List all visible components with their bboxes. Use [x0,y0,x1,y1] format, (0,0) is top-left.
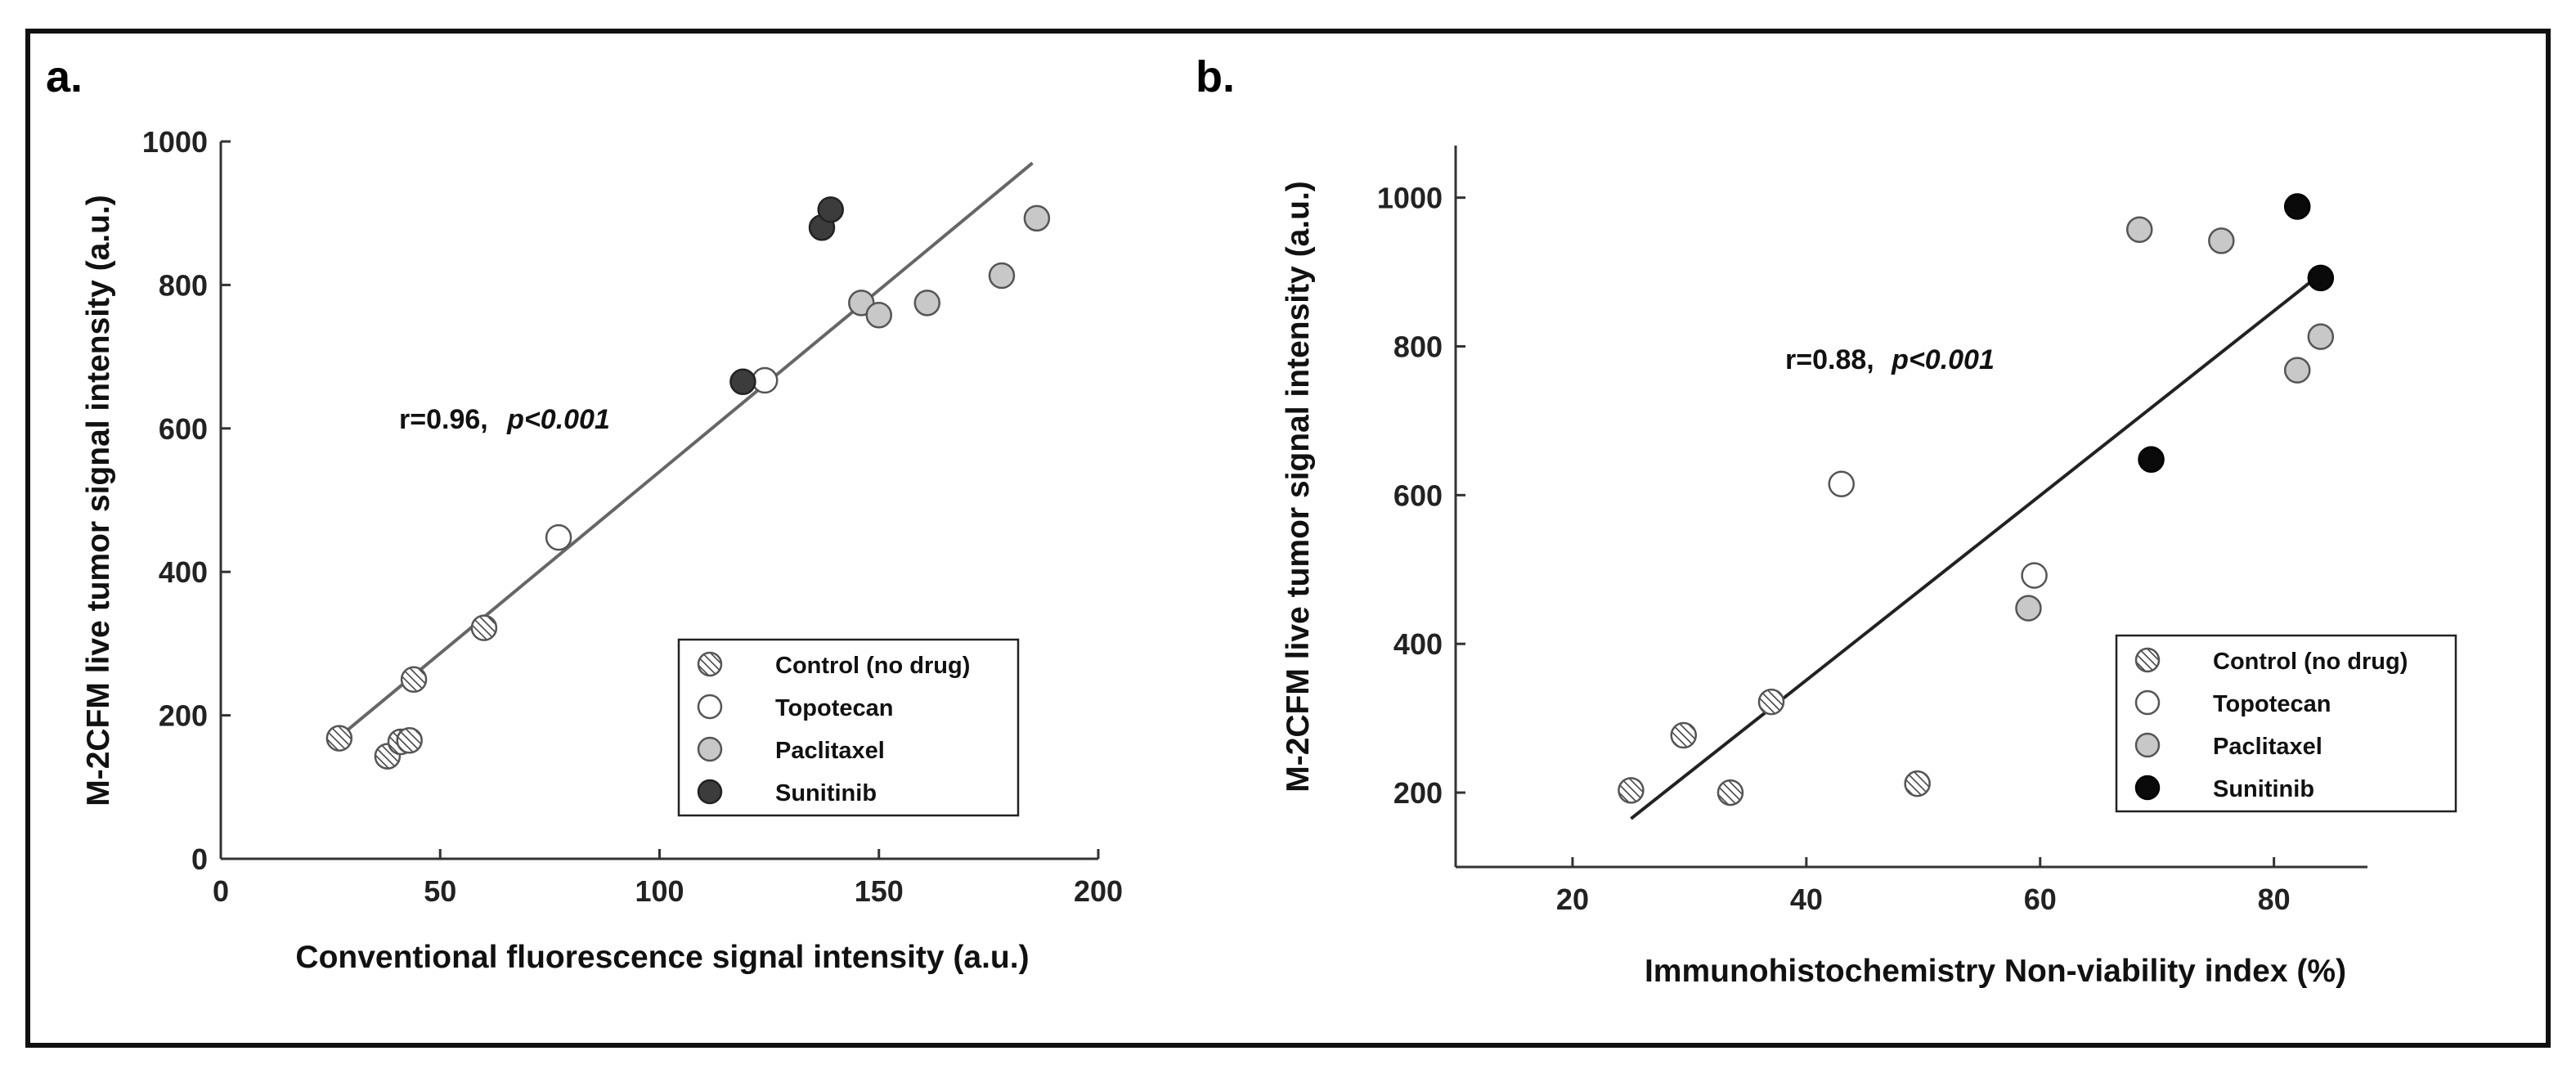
panel-b-point-topotecan [2021,562,2048,589]
panel-a-x-tick-label: 100 [635,874,684,908]
panel-b-y-tick-label: 1000 [1377,182,1443,215]
panel-a-point-topotecan [752,366,779,394]
panel-a-annotation: r=0.96, p<0.001 [399,404,610,435]
panel-b-legend-label-topotecan: Topotecan [2213,691,2331,717]
panel-a-y-tick-label: 1000 [142,125,208,159]
panel-b-r-value: r=0.88, [1785,344,1874,375]
panel-b-legend-marker-paclitaxel [2134,732,2161,758]
panel-a-y-tick-label: 200 [159,699,208,733]
panel-b-legend-marker-control-no-drug [2134,647,2161,673]
panel-b-legend-marker-sunitinib [2134,775,2161,801]
panel-b-point-paclitaxel [2208,227,2235,254]
panel-b-point-paclitaxel [2283,357,2311,384]
panel-b-legend-label-sunitinib: Sunitinib [2213,776,2314,802]
panel-a-point-paclitaxel [1023,204,1051,232]
panel-b-legend-label-control-no-drug: Control (no drug) [2213,649,2408,675]
panel-b-x-tick-label: 60 [2024,883,2057,916]
panel-b-y-tick-label: 400 [1393,627,1443,661]
panel-b-fit-line [1630,281,2310,820]
panel-a-point-control-no-drug [400,666,428,693]
panel-a-point-control-no-drug [470,614,498,641]
panel-a-legend-marker-control-no-drug [697,651,723,677]
panel-b-legend: Control (no drug) Topotecan Paclitaxel Suni… [2115,634,2457,813]
panel-b-y-tick-label: 600 [1393,478,1443,512]
panel-a-legend-marker-paclitaxel [697,736,723,762]
panel-b-point-control-no-drug [1757,688,1785,716]
figure-border [25,29,2551,1048]
panel-b-point-control-no-drug [1670,721,1697,749]
panel-b-legend-marker-topotecan [2134,689,2161,716]
panel-b-legend-box [2115,634,2457,813]
panel-a-point-paclitaxel [913,290,941,317]
panel-b-plot: 20 40 60 80 200 400 600 800 1000 [1377,146,2367,916]
panel-b-point-control-no-drug [1717,779,1744,806]
panel-b-point-topotecan [1828,470,1855,497]
panel-a-y-tick-label: 800 [159,268,208,302]
panel-a-legend-label-paclitaxel: Paclitaxel [775,738,885,764]
panel-b-point-paclitaxel [2126,216,2153,243]
panel-a-x-tick-label: 200 [1074,874,1123,908]
panel-a-legend-label-topotecan: Topotecan [775,695,893,721]
panel-a-fit-line [338,161,1034,739]
panel-a-legend: Control (no drug) Topotecan Paclitaxel Suni… [677,638,1020,817]
panel-a-legend-label-sunitinib: Sunitinib [775,780,877,806]
panel-a-point-sunitinib [729,368,756,396]
panel-b-point-paclitaxel [2015,595,2042,622]
panel-b-x-tick-label: 40 [1790,883,1823,916]
panel-a-point-topotecan [545,523,572,551]
panel-b-point-control-no-drug [1618,777,1645,804]
panel-a-legend-box [677,638,1020,817]
panel-b-annotation: r=0.88, p<0.001 [1785,344,1995,375]
panel-b: b. 20 40 60 80 200 400 600 800 1000 Immunohistoc… [1196,52,2457,989]
panel-a-point-control-no-drug [325,725,353,752]
panel-a-legend-marker-sunitinib [697,779,723,805]
panel-a-x-tick-label: 0 [213,874,229,908]
panel-b-p-value: p<0.001 [1891,344,1995,375]
panel-a-y-tick-label: 600 [159,412,208,446]
panel-b-point-control-no-drug [1904,770,1931,797]
panel-b-x-tick-label: 20 [1556,883,1589,916]
panel-b-point-sunitinib [2283,193,2311,220]
panel-a-point-paclitaxel [865,301,892,329]
panel-b-legend-label-paclitaxel: Paclitaxel [2213,734,2322,760]
panel-b-ylabel: M-2CFM live tumor signal intensity (a.u.… [1281,181,1316,793]
panel-b-point-sunitinib [2307,264,2335,292]
panel-a-plot: 0 50 100 150 200 0 200 400 600 800 1000 [142,125,1123,908]
panel-a-point-control-no-drug [396,727,423,754]
panel-a-x-tick-label: 150 [855,874,904,908]
panel-a-p-value: p<0.001 [506,404,610,435]
panel-a-point-paclitaxel [988,262,1016,290]
panel-a-ylabel: M-2CFM live tumor signal intensity (a.u.… [81,195,116,806]
panel-b-y-tick-label: 800 [1393,330,1443,364]
panel-a-legend-label-control-no-drug: Control (no drug) [775,653,970,679]
panel-a-x-tick-label: 50 [424,874,456,908]
panel-a-y-tick-label: 0 [191,842,208,876]
panel-a: a. 0 50 100 150 200 0 200 400 600 800 1000 Convent… [46,52,1123,975]
panel-b-xlabel: Immunohistochemistry Non-viability index… [1645,954,2346,989]
panel-a-y-tick-label: 400 [159,555,208,589]
panel-b-point-sunitinib [2138,446,2165,473]
panel-a-r-value: r=0.96, [399,404,488,435]
panel-b-x-tick-label: 80 [2258,883,2291,916]
panel-a-legend-marker-topotecan [697,694,723,720]
panel-b-label: b. [1196,52,1235,101]
panel-a-point-sunitinib [817,196,844,223]
panel-b-point-paclitaxel [2307,323,2335,350]
panel-b-y-tick-label: 200 [1393,776,1443,810]
panel-a-label: a. [46,52,83,101]
panel-a-xlabel: Conventional fluorescence signal intensi… [295,940,1029,975]
